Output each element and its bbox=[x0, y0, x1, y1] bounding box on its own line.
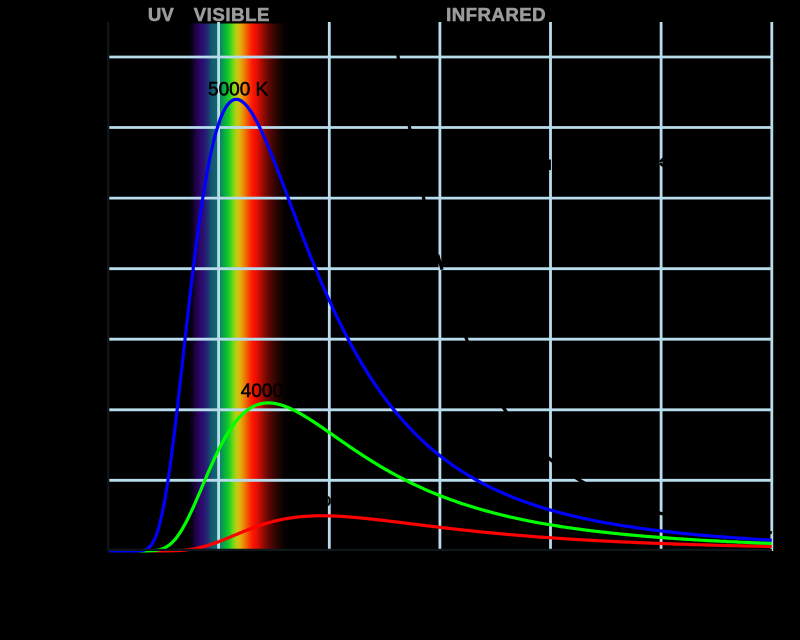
svg-text:VISIBLE: VISIBLE bbox=[194, 4, 270, 25]
svg-text:INFRARED: INFRARED bbox=[446, 4, 546, 25]
svg-text:5000 K: 5000 K bbox=[208, 79, 269, 100]
svg-text:4000 K: 4000 K bbox=[241, 381, 302, 402]
svg-text:UV: UV bbox=[148, 4, 174, 25]
